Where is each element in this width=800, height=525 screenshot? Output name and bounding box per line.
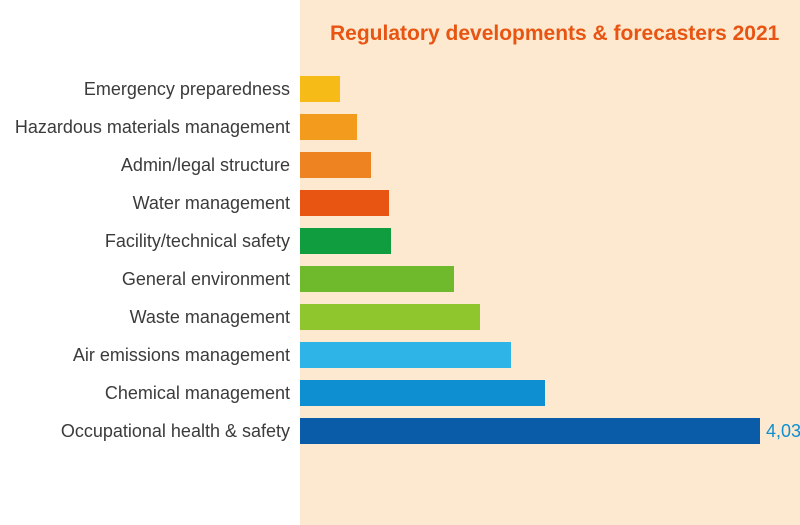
bar-row: Chemical management xyxy=(0,374,800,412)
bar xyxy=(300,114,357,140)
category-label: Chemical management xyxy=(0,383,300,404)
bar-row: Waste management xyxy=(0,298,800,336)
bar xyxy=(300,342,511,368)
category-label: General environment xyxy=(0,269,300,290)
bar-row: Admin/legal structure xyxy=(0,146,800,184)
bar xyxy=(300,76,340,102)
category-label: Admin/legal structure xyxy=(0,155,300,176)
category-label: Air emissions management xyxy=(0,345,300,366)
chart-title: Regulatory developments & forecasters 20… xyxy=(330,22,779,46)
category-label: Waste management xyxy=(0,307,300,328)
bar-row: Emergency preparedness xyxy=(0,70,800,108)
bar-row: General environment xyxy=(0,260,800,298)
bar-row: Air emissions management xyxy=(0,336,800,374)
bar-row: Hazardous materials management xyxy=(0,108,800,146)
bar-row: Facility/technical safety xyxy=(0,222,800,260)
bar xyxy=(300,418,760,444)
category-label: Water management xyxy=(0,193,300,214)
bar-chart: Emergency preparedness Hazardous material… xyxy=(0,70,800,450)
category-label: Occupational health & safety xyxy=(0,421,300,442)
bar xyxy=(300,152,371,178)
value-label: 4,037 xyxy=(766,421,800,442)
category-label: Emergency preparedness xyxy=(0,79,300,100)
bar xyxy=(300,190,389,216)
bar xyxy=(300,266,454,292)
bar xyxy=(300,304,480,330)
bar-row: Occupational health & safety 4,037 xyxy=(0,412,800,450)
bar xyxy=(300,228,391,254)
category-label: Facility/technical safety xyxy=(0,231,300,252)
bar xyxy=(300,380,545,406)
bar-row: Water management xyxy=(0,184,800,222)
category-label: Hazardous materials management xyxy=(0,117,300,138)
